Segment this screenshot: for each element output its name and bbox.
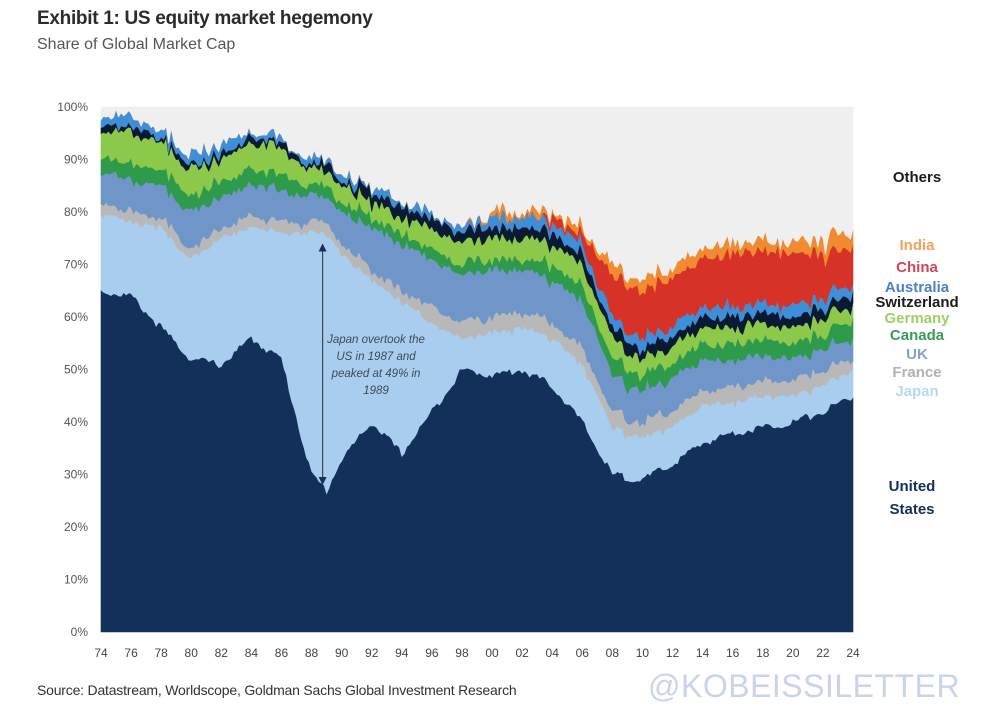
y-tick-label: 90% <box>64 153 88 167</box>
x-tick-label: 82 <box>215 646 229 660</box>
legend-label-canada: Canada <box>890 327 945 344</box>
legend-label-japan: Japan <box>895 383 938 400</box>
legend-label-united-states: United <box>889 478 936 495</box>
x-tick-label: 06 <box>576 646 590 660</box>
x-axis: 74 76 78 80 82 84 86 88 90 92 94 96 98 00 02 04 06 08 10 12… <box>94 646 860 660</box>
y-tick-label: 40% <box>64 415 88 429</box>
chart-subtitle: Share of Global Market Cap <box>37 36 236 53</box>
y-tick-label: 30% <box>64 468 88 482</box>
legend-label-australia: Australia <box>885 279 950 296</box>
legend-label-india: India <box>899 237 935 254</box>
x-tick-label: 04 <box>546 646 560 660</box>
area-layers <box>100 106 854 633</box>
x-tick-label: 14 <box>696 646 710 660</box>
arrow-head-up-icon <box>318 243 327 252</box>
annotation-text-line: Japan overtook the <box>326 334 425 346</box>
y-tick-label: 60% <box>64 310 88 324</box>
x-tick-label: 84 <box>245 646 259 660</box>
legend-label-switzerland: Switzerland <box>875 294 958 311</box>
legend-label-others: Others <box>893 169 941 186</box>
legend-label-germany: Germany <box>884 310 950 327</box>
x-tick-label: 94 <box>395 646 409 660</box>
x-tick-label: 98 <box>455 646 469 660</box>
x-tick-label: 86 <box>275 646 289 660</box>
source-note: Source: Datastream, Worldscope, Goldman … <box>37 682 517 698</box>
x-tick-label: 20 <box>786 646 800 660</box>
x-tick-label: 08 <box>606 646 620 660</box>
x-tick-label: 78 <box>154 646 168 660</box>
x-tick-label: 74 <box>94 646 108 660</box>
y-tick-label: 70% <box>64 258 88 272</box>
legend-label-united-states-line2: States <box>889 501 934 518</box>
x-tick-label: 90 <box>335 646 349 660</box>
x-tick-label: 18 <box>756 646 770 660</box>
x-tick-label: 24 <box>846 646 860 660</box>
x-tick-label: 76 <box>124 646 138 660</box>
annotation-text-line: peaked at 49% in <box>331 368 421 380</box>
y-axis: 0% 10% 20% 30% 40% 50% 60% 70% 80% 90% 100% <box>57 100 88 639</box>
chart-title: Exhibit 1: US equity market hegemony <box>37 8 373 29</box>
legend: Others India China AustraliaSwitzerlandGerm… <box>875 169 958 518</box>
annotation-text-line: US in 1987 and <box>336 351 416 363</box>
x-tick-label: 96 <box>425 646 439 660</box>
x-tick-label: 80 <box>185 646 199 660</box>
x-tick-label: 22 <box>816 646 830 660</box>
legend-label-uk: UK <box>906 346 928 363</box>
annotation-text-line: 1989 <box>363 385 389 397</box>
x-tick-label: 16 <box>726 646 740 660</box>
y-tick-label: 50% <box>64 363 88 377</box>
x-tick-label: 00 <box>485 646 499 660</box>
legend-label-china: China <box>896 259 938 276</box>
x-tick-label: 02 <box>515 646 529 660</box>
annotation: Japan overtook the US in 1987 and peaked a… <box>318 243 425 485</box>
watermark: @KOBEISSILETTER <box>648 668 961 704</box>
y-tick-label: 100% <box>57 100 88 114</box>
y-tick-label: 0% <box>71 625 89 639</box>
y-tick-label: 80% <box>64 205 88 219</box>
y-tick-label: 10% <box>64 573 88 587</box>
x-tick-label: 88 <box>305 646 319 660</box>
y-tick-label: 20% <box>64 520 88 534</box>
x-tick-label: 92 <box>365 646 379 660</box>
area-others <box>100 106 854 284</box>
x-tick-label: 10 <box>636 646 650 660</box>
x-tick-label: 12 <box>666 646 680 660</box>
arrow-head-down-icon <box>318 477 327 485</box>
legend-label-france: France <box>892 364 941 381</box>
